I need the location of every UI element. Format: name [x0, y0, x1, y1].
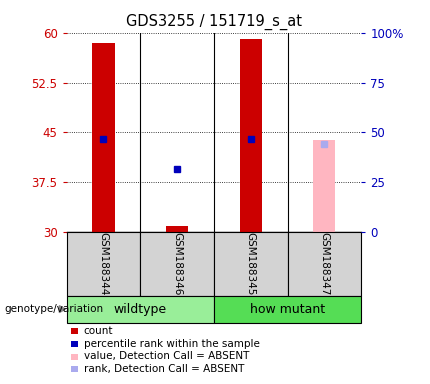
Text: genotype/variation: genotype/variation: [4, 304, 104, 314]
Bar: [67, 232, 140, 296]
Text: value, Detection Call = ABSENT: value, Detection Call = ABSENT: [84, 351, 249, 361]
Text: GSM188346: GSM188346: [172, 232, 182, 296]
Bar: [214, 232, 288, 296]
Bar: [288, 232, 361, 296]
Bar: [240, 39, 262, 232]
Text: percentile rank within the sample: percentile rank within the sample: [84, 339, 260, 349]
Bar: [214, 296, 361, 323]
Text: wildtype: wildtype: [114, 303, 167, 316]
Text: rank, Detection Call = ABSENT: rank, Detection Call = ABSENT: [84, 364, 244, 374]
Text: count: count: [84, 326, 114, 336]
Bar: [166, 226, 188, 232]
Text: GSM188344: GSM188344: [98, 232, 108, 296]
Title: GDS3255 / 151719_s_at: GDS3255 / 151719_s_at: [126, 14, 302, 30]
Bar: [313, 141, 335, 232]
Bar: [67, 296, 214, 323]
Text: GSM188347: GSM188347: [319, 232, 329, 296]
Bar: [92, 43, 114, 232]
Text: how mutant: how mutant: [250, 303, 325, 316]
Text: GSM188345: GSM188345: [246, 232, 256, 296]
Bar: [140, 232, 214, 296]
